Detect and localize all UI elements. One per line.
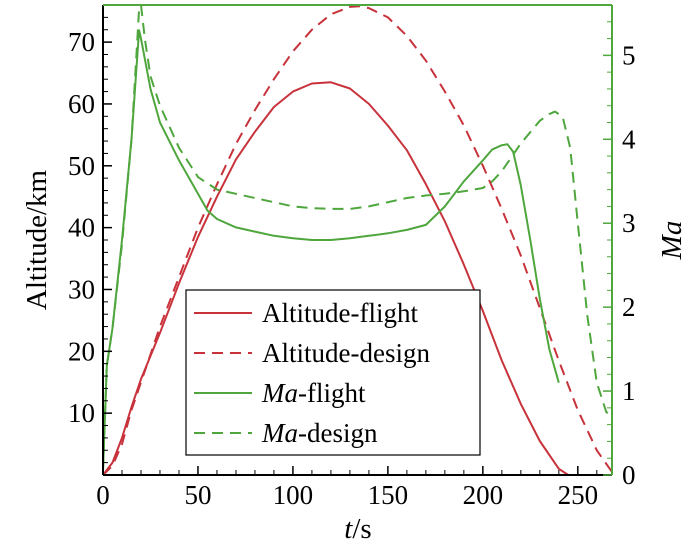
x-axis-title-italic: t (344, 513, 353, 545)
legend-label-ma-design-rest: -design (298, 418, 378, 448)
x-tick-label-100: 100 (273, 480, 314, 510)
legend-label-altitude-flight-rest: Altitude-flight (262, 298, 418, 328)
y-axis-right-title: Ma (656, 221, 688, 261)
y-left-tick-label-60: 60 (68, 89, 95, 119)
legend-label-altitude-design: Altitude-design (262, 338, 430, 368)
legend-label-ma-flight-italic: Ma (261, 378, 298, 408)
y-right-tick-label-1: 1 (622, 376, 636, 406)
legend-label-altitude-design-rest: Altitude-design (262, 338, 430, 368)
legend-label-altitude-flight: Altitude-flight (262, 298, 418, 328)
x-axis-title: t/s (344, 513, 371, 545)
legend-label-ma-design: Ma-design (261, 418, 378, 448)
x-tick-label-50: 50 (184, 480, 211, 510)
legend-entry-altitude-design: Altitude-design (194, 338, 430, 368)
y-right-tick-label-4: 4 (622, 124, 636, 154)
y-left-tick-label-50: 50 (68, 151, 95, 181)
y-axis-right-title-italic: Ma (656, 221, 688, 261)
legend-entry-altitude-flight: Altitude-flight (194, 298, 418, 328)
x-axis-title-rest: /s (352, 513, 371, 545)
x-tick-label-250: 250 (558, 480, 599, 510)
series-line-ma-design (102, 4, 613, 471)
series-line-ma-flight (102, 29, 560, 471)
y-left-tick-label-20: 20 (68, 336, 95, 366)
legend-entry-ma-design: Ma-design (194, 418, 378, 448)
x-tick-label-200: 200 (463, 480, 504, 510)
legend: Altitude-flight Altitude-design Ma-fligh… (185, 289, 481, 456)
x-tick-label-150: 150 (368, 480, 409, 510)
series-line-altitude-design (102, 5, 613, 476)
y-left-tick-label-30: 30 (68, 274, 95, 304)
legend-entry-ma-flight: Ma-flight (194, 378, 366, 408)
legend-label-ma-flight: Ma-flight (261, 378, 366, 408)
y-right-tick-label-3: 3 (622, 208, 636, 238)
legend-box (185, 289, 481, 456)
legend-label-ma-flight-rest: -flight (298, 378, 366, 408)
legend-label-ma-design-italic: Ma (261, 418, 298, 448)
y-right-tick-label-5: 5 (622, 40, 636, 70)
y-left-tick-label-70: 70 (68, 27, 95, 57)
series-layer (102, 4, 613, 476)
x-tick-label-0: 0 (96, 480, 110, 510)
tick-layer: 0 50 100 150 200 250 10 20 30 40 50 60 70 0 1 2 3 4 5 (68, 16, 636, 510)
y-left-tick-label-10: 10 (68, 398, 95, 428)
y-right-tick-label-2: 2 (622, 292, 636, 322)
y-right-tick-label-0: 0 (622, 460, 636, 490)
y-axis-left-title: Altitude/km (21, 169, 53, 310)
y-left-tick-label-40: 40 (68, 213, 95, 243)
